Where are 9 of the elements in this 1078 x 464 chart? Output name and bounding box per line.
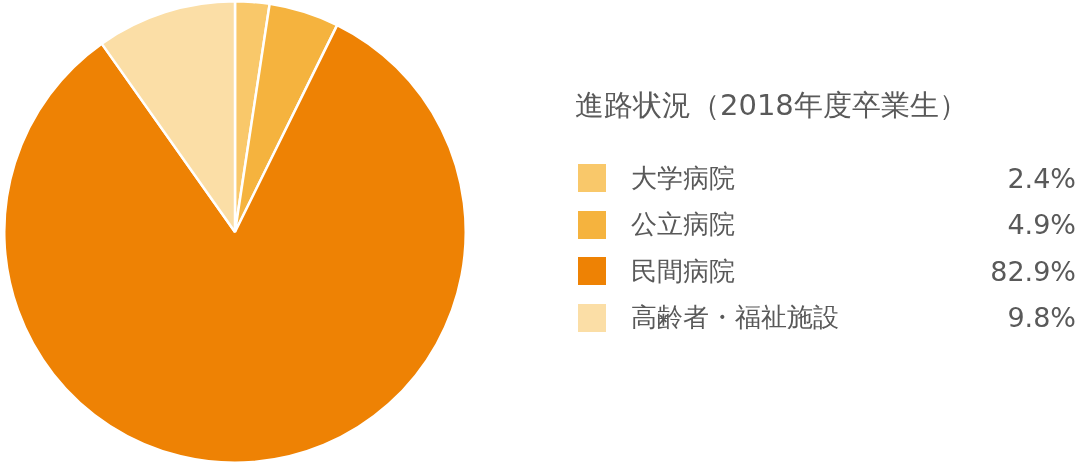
legend-label: 民間病院 — [631, 254, 735, 288]
legend-label: 大学病院 — [631, 161, 735, 195]
data-label: 4.9% — [1007, 209, 1076, 241]
legend-label: 公立病院 — [631, 208, 735, 242]
text: 進路状況（2018年度卒業生） — [575, 87, 969, 124]
legend-label: 高齢者・福祉施設 — [631, 301, 839, 335]
data-label: 82.9% — [990, 255, 1076, 287]
data-label: 2.4% — [1007, 162, 1076, 194]
data-label: 9.8% — [1007, 302, 1076, 334]
